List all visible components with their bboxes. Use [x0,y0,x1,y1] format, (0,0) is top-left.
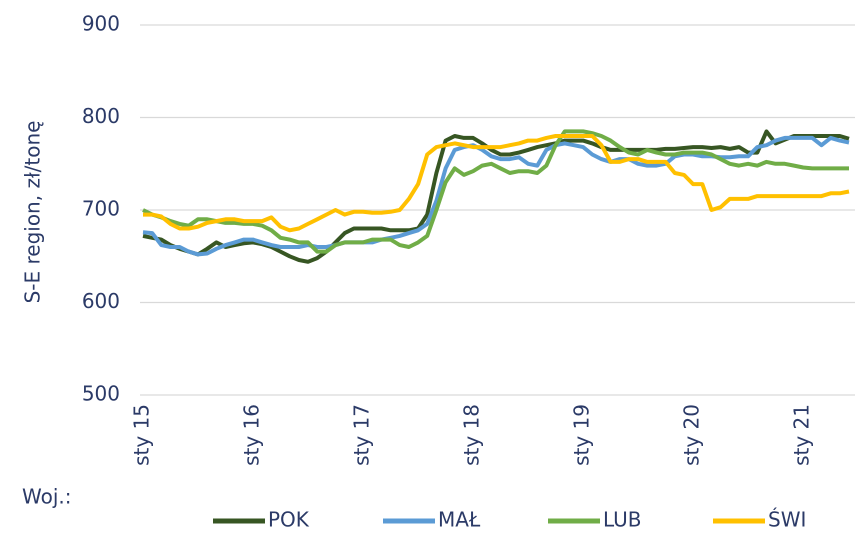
series-line [143,134,850,233]
series-line [142,129,849,254]
legend-label: ŚWI [768,508,806,532]
y-tick-label: 600 [82,289,120,313]
legend-label: MAŁ [438,508,481,532]
legend-label: LUB [603,508,642,532]
x-tick-label: sty 18 [460,404,484,466]
y-axis-label: S-E region, zł/tonę [21,121,45,304]
series-line [142,135,850,257]
x-tick-label: sty 21 [790,404,814,466]
x-tick-label: sty 15 [130,404,154,466]
x-tick-label: sty 20 [680,404,704,466]
x-tick-label: sty 16 [240,404,264,466]
x-tick-label: sty 19 [570,404,594,466]
y-tick-label: 800 [82,104,120,128]
series-line [142,129,850,264]
y-tick-label: 900 [82,12,120,36]
x-tick-label: sty 17 [350,404,374,466]
y-tick-label: 500 [82,382,120,406]
legend-title: Woj.: [22,485,72,509]
y-tick-label: 700 [82,197,120,221]
legend-label: POK [268,508,310,532]
